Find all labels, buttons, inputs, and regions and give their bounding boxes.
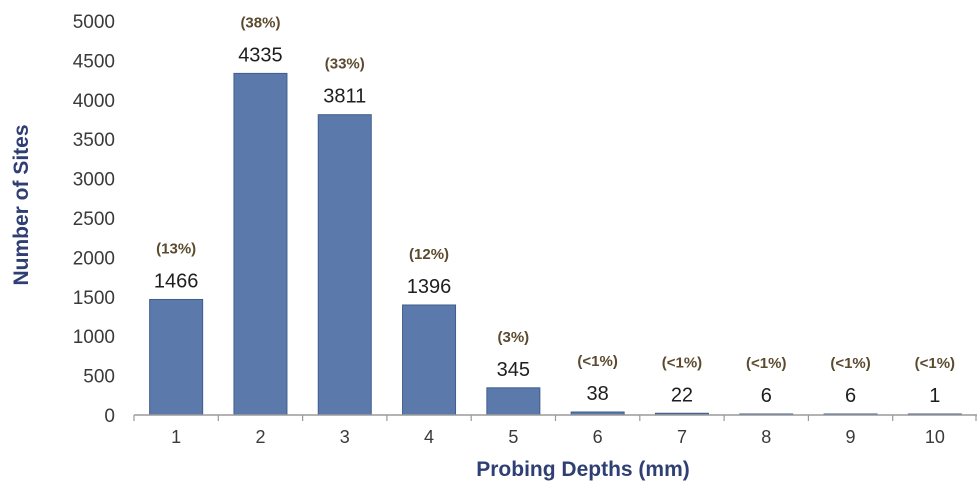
y-tick-label-0: 0 <box>104 406 115 427</box>
y-tick-label-3: 1500 <box>73 288 115 309</box>
x-tick-label-8: 8 <box>761 427 771 447</box>
y-tick-label-7: 3500 <box>73 130 115 151</box>
y-tick-label-8: 4000 <box>73 91 115 112</box>
x-tick-label-9: 9 <box>846 427 856 447</box>
x-tick-label-10: 10 <box>925 427 945 447</box>
x-tick-label-7: 7 <box>677 427 687 447</box>
percent-label-4: (12%) <box>409 246 449 263</box>
y-tick-label-1: 500 <box>83 367 115 388</box>
value-label-10: 1 <box>929 385 940 407</box>
x-tick-label-2: 2 <box>255 427 265 447</box>
x-tick-label-1: 1 <box>171 427 181 447</box>
percent-label-10: (<1%) <box>915 355 955 372</box>
bar-5 <box>486 387 541 416</box>
bar-4 <box>402 304 457 416</box>
percent-label-9: (<1%) <box>830 355 870 372</box>
bar-2 <box>233 72 288 416</box>
x-axis-title: Probing Depths (mm) <box>476 458 690 481</box>
y-tick-label-5: 2500 <box>73 209 115 230</box>
value-label-1: 1466 <box>154 270 199 292</box>
value-label-3: 3811 <box>323 86 366 108</box>
data-labels: 1466 (13%) 4335 (38%) 3811 (33%) 1396 (12%) 345 (… <box>154 14 955 407</box>
value-label-4: 1396 <box>407 276 452 298</box>
y-tick-label-6: 3000 <box>73 170 115 191</box>
percent-label-1: (13%) <box>156 240 196 257</box>
percent-label-5: (3%) <box>498 329 530 346</box>
y-tick-label-2: 1000 <box>73 327 115 348</box>
y-tick-label-10: 5000 <box>73 12 115 33</box>
x-tick-label-6: 6 <box>593 427 603 447</box>
value-label-7: 22 <box>671 384 693 406</box>
value-label-8: 6 <box>761 385 772 407</box>
value-label-6: 38 <box>587 383 609 405</box>
bar-3 <box>317 114 372 416</box>
y-axis-title: Number of Sites <box>10 124 33 285</box>
x-tick-label-4: 4 <box>424 427 434 447</box>
x-tick-label-3: 3 <box>340 427 350 447</box>
x-tick-label-5: 5 <box>508 427 518 447</box>
percent-label-2: (38%) <box>240 14 280 31</box>
value-label-9: 6 <box>845 385 856 407</box>
percent-label-7: (<1%) <box>662 354 702 371</box>
percent-label-6: (<1%) <box>577 353 617 370</box>
bars <box>149 72 962 416</box>
value-label-2: 4335 <box>238 44 283 66</box>
percent-label-3: (33%) <box>325 56 365 73</box>
y-axis-ticks: 0 500 1000 1500 2000 2500 3000 3500 4000 4500 5000 <box>73 12 115 427</box>
x-axis-ticks: 1 2 3 4 5 6 7 8 9 10 <box>133 415 977 447</box>
y-tick-label-9: 4500 <box>73 51 115 72</box>
value-label-5: 345 <box>497 359 530 381</box>
percent-label-8: (<1%) <box>746 355 786 372</box>
bar-1 <box>149 298 204 416</box>
y-tick-label-4: 2000 <box>73 248 115 269</box>
